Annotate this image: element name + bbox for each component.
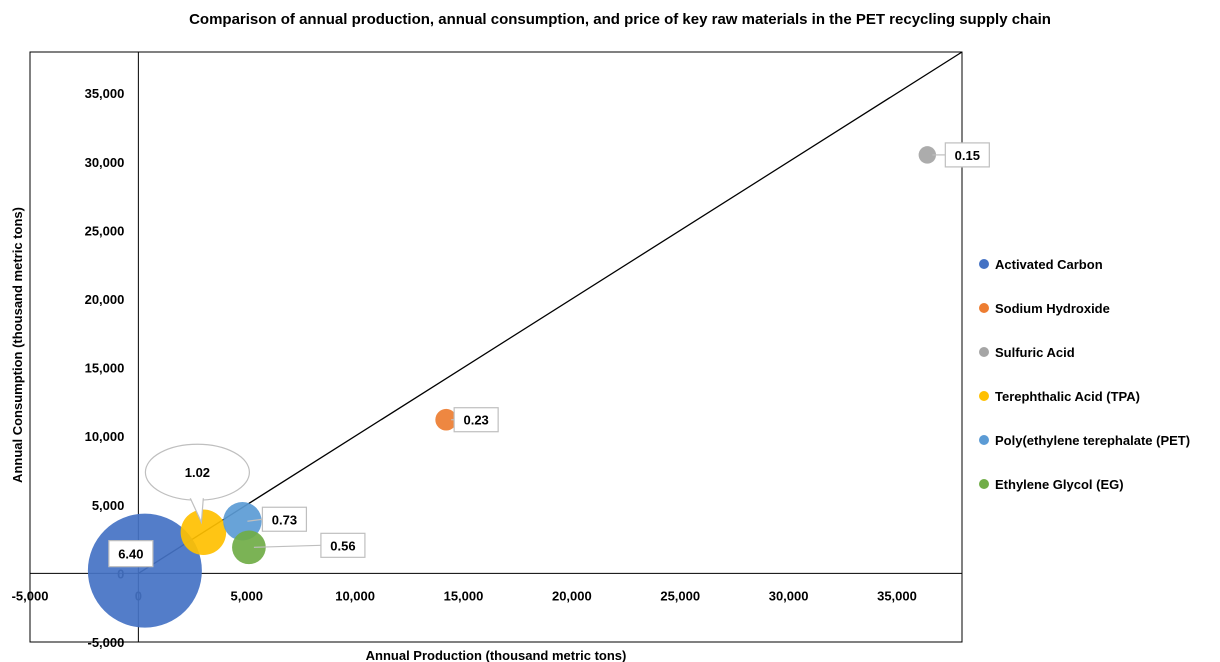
legend-entry: Ethylene Glycol (EG)	[995, 477, 1124, 492]
legend-marker	[979, 347, 989, 357]
chart-title: Comparison of annual production, annual …	[189, 11, 1051, 28]
bubble-point	[180, 509, 227, 555]
callout-gap-mask	[187, 492, 206, 499]
label-leader-line	[253, 544, 321, 548]
label-box	[108, 540, 154, 568]
x-axis-title: Annual Production (thousand metric tons)	[366, 648, 627, 662]
bubble-point	[435, 408, 457, 431]
x-tick-label: 10,000	[335, 588, 375, 603]
y-tick-label: 15,000	[85, 361, 125, 376]
y-axis-title: Annual Consumption (thousand metric tons…	[10, 207, 25, 483]
legend-entry: Sulfuric Acid	[995, 345, 1075, 360]
data-labels-layer: 6.40 0.23 0.15 1.02 0.73 0.56	[108, 142, 990, 568]
x-tick-label: 5,000	[230, 588, 263, 603]
bubble-point	[232, 530, 266, 565]
y-tick-label: 25,000	[85, 223, 125, 238]
legend-marker	[979, 259, 989, 269]
bubble-point	[918, 146, 937, 164]
y-tick-label: 20,000	[85, 292, 125, 307]
y-tick-label: 35,000	[85, 86, 125, 101]
x-tick-label: 20,000	[552, 588, 592, 603]
y-tick-label: 5,000	[92, 498, 125, 513]
x-tick-label: 15,000	[444, 588, 484, 603]
x-tick-label: 35,000	[877, 588, 917, 603]
legend-marker	[979, 435, 989, 445]
data-label: 6.40	[118, 547, 143, 562]
legend-marker	[979, 391, 989, 401]
label-leader-line	[247, 518, 263, 522]
label-box	[944, 142, 990, 168]
data-label: 1.02	[185, 465, 210, 480]
data-label: 0.15	[955, 148, 980, 163]
legend-entry: Terephthalic Acid (TPA)	[995, 389, 1140, 404]
bubbles-layer	[87, 146, 937, 628]
diagonal-reference-line	[138, 51, 963, 574]
x-tick-label: 25,000	[660, 588, 700, 603]
x-tick-label: 30,000	[769, 588, 809, 603]
legend-marker	[979, 479, 989, 489]
legend-entry: Activated Carbon	[995, 257, 1103, 272]
y-tick-label: 10,000	[85, 429, 125, 444]
plot-area-border	[29, 51, 963, 643]
legend: Activated Carbon Sodium Hydroxide Sulfuric…	[979, 257, 1190, 492]
legend-marker	[979, 303, 989, 313]
label-box	[261, 506, 308, 532]
data-label: 0.73	[272, 512, 297, 527]
y-tick-label: -5,000	[87, 635, 124, 650]
data-label: 0.23	[463, 413, 488, 428]
x-tick-label: -5,000	[12, 588, 49, 603]
y-tick-label: 30,000	[85, 155, 125, 170]
label-box	[320, 532, 366, 558]
data-label: 0.56	[330, 538, 355, 553]
legend-entry: Poly(ethylene terephalate (PET)	[995, 433, 1190, 448]
label-box	[453, 407, 499, 433]
legend-entry: Sodium Hydroxide	[995, 301, 1110, 316]
